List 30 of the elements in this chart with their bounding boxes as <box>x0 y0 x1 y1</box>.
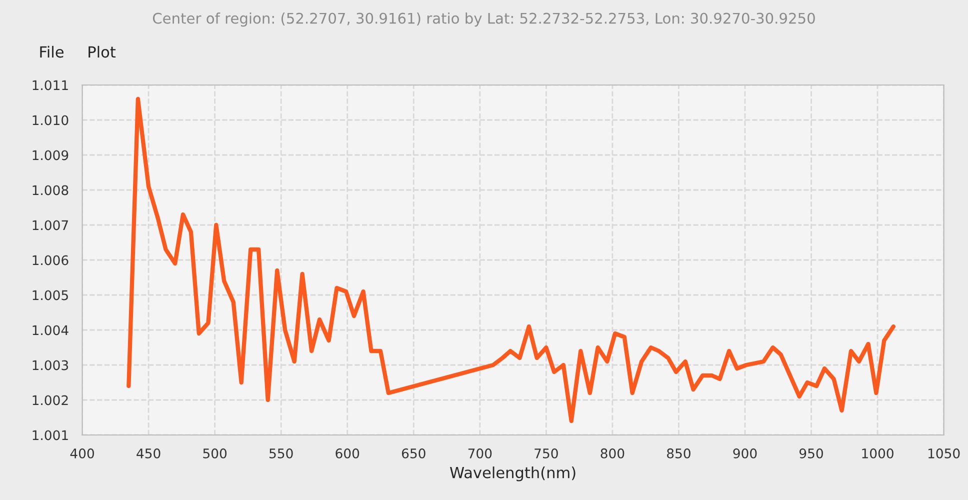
line-series <box>126 96 896 424</box>
x-tick-label: 1050 <box>928 448 960 458</box>
x-tick-label: 650 <box>402 448 426 458</box>
x-tick-label: 900 <box>733 448 757 458</box>
y-tick-label: 1.002 <box>32 395 68 406</box>
y-tick-label: 1.008 <box>32 185 68 196</box>
y-tick-label: 1.010 <box>32 115 68 126</box>
y-tick-label: 1.007 <box>32 220 68 230</box>
x-tick-label: 1000 <box>862 448 894 458</box>
x-tick-label: 450 <box>136 448 160 458</box>
x-axis-title: Wavelength(nm) <box>450 466 576 482</box>
y-tick-label: 1.011 <box>32 80 68 90</box>
text: Plot <box>88 46 116 58</box>
y-tick-label: 1.001 <box>32 430 68 440</box>
y-tick-label: 1.003 <box>32 360 68 370</box>
chart-title: Center of region: (52.2707, 30.9161) ratio by Lat: 52.2732-52.2753, Lon: 30.9270-30.9250 <box>152 12 815 27</box>
x-tick-label: 750 <box>534 448 558 458</box>
y-tick-label: 1.005 <box>32 290 68 300</box>
x-tick-label: 500 <box>203 448 227 458</box>
y-tick-label: 1.006 <box>32 255 68 266</box>
text: File <box>40 46 64 58</box>
y-tick-label: 1.004 <box>32 325 68 336</box>
x-tick-label: 950 <box>799 448 823 458</box>
x-tick-label: 850 <box>667 448 690 458</box>
x-tick-label: 800 <box>600 448 624 458</box>
y-tick-label: 1.009 <box>32 150 68 160</box>
x-tick-label: 700 <box>468 448 492 458</box>
x-tick-label: 550 <box>270 448 293 458</box>
x-tick-label: 400 <box>70 448 94 458</box>
x-tick-label: 600 <box>336 448 360 458</box>
